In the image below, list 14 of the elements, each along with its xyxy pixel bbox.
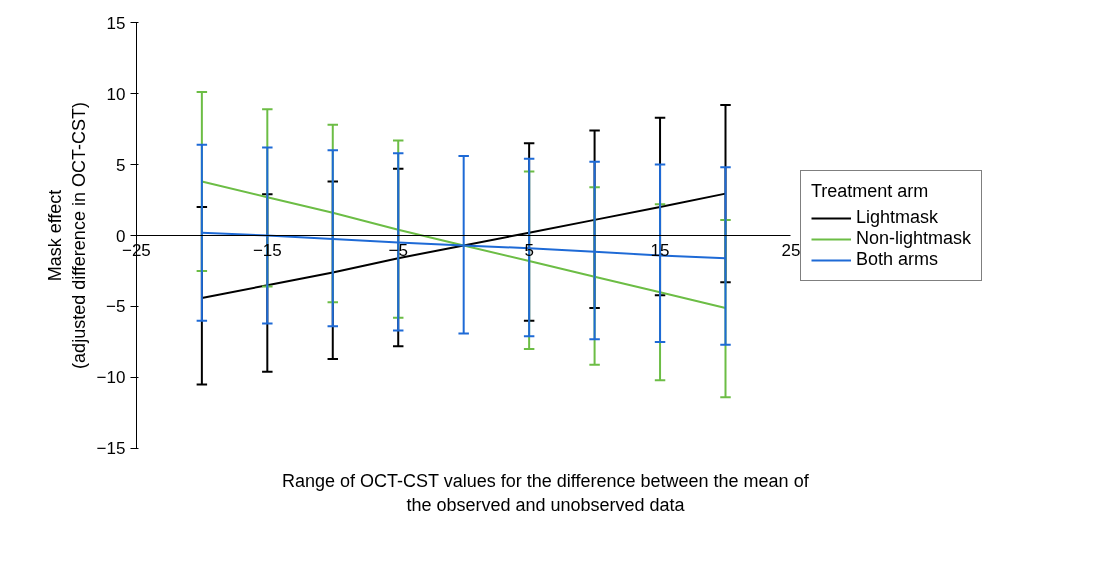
y-tick-label: 10 xyxy=(106,84,126,104)
legend-title: Treatment arm xyxy=(811,181,930,202)
x-axis-title: Range of OCT-CST values for the difference between the mean of the observed and unobserved data xyxy=(282,470,810,515)
legend-label: Both arms xyxy=(856,249,939,270)
x-tick-label: 25 xyxy=(781,240,801,260)
y-tick-label: 0 xyxy=(115,226,126,246)
y-axis-title: Mask effect (adjusted difference in OCT-CST) xyxy=(44,102,89,369)
y-tick-label: −15 xyxy=(96,439,126,459)
y-tick-label: −5 xyxy=(106,297,126,317)
y-tick-label: −10 xyxy=(96,368,126,388)
legend-label: Lightmask xyxy=(856,207,939,228)
legend-label: Non-lightmask xyxy=(856,228,972,249)
y-tick-label: 5 xyxy=(115,155,126,175)
y-tick-label: 15 xyxy=(106,13,126,33)
